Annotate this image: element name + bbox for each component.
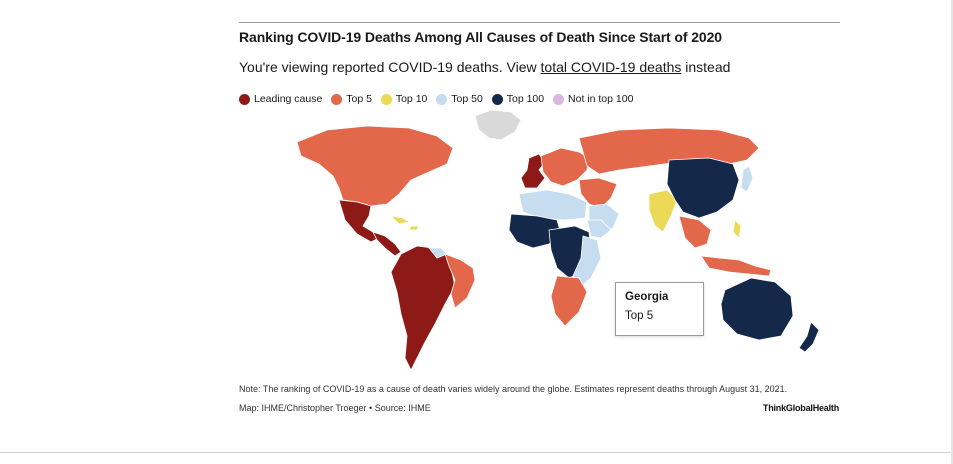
tooltip-country: Georgia bbox=[625, 291, 669, 303]
region-china[interactable] bbox=[666, 157, 740, 219]
region-guianas[interactable] bbox=[428, 247, 448, 259]
country-tooltip: Georgia Top 5 bbox=[615, 282, 704, 336]
region-south-america[interactable] bbox=[390, 245, 456, 371]
legend: Leading cause Top 5 Top 10 Top 50 Top 10… bbox=[239, 92, 639, 106]
legend-label: Top 50 bbox=[451, 93, 483, 105]
legend-item-top50[interactable]: Top 50 bbox=[436, 92, 483, 106]
tooltip-rank: Top 5 bbox=[625, 310, 654, 322]
region-central-europe[interactable] bbox=[540, 147, 590, 187]
legend-swatch bbox=[239, 93, 250, 105]
legend-label: Top 5 bbox=[346, 93, 372, 105]
region-philippines[interactable] bbox=[732, 219, 742, 239]
brand-logo: ThinkGlobalHealth bbox=[762, 403, 839, 413]
region-greenland[interactable] bbox=[474, 109, 522, 141]
region-australia[interactable] bbox=[720, 277, 794, 341]
legend-item-top10[interactable]: Top 10 bbox=[380, 92, 428, 106]
footnote: Note: The ranking of COVID-19 as a cause… bbox=[239, 384, 788, 394]
region-new-zealand[interactable] bbox=[798, 321, 820, 353]
region-west-africa[interactable] bbox=[508, 213, 562, 249]
region-horn-of-africa[interactable] bbox=[586, 219, 612, 239]
region-caribbean[interactable] bbox=[389, 215, 420, 231]
top-rule bbox=[239, 22, 840, 23]
subtitle-prefix: You're viewing reported COVID-19 deaths.… bbox=[239, 59, 537, 75]
map-card: Ranking COVID-19 Deaths Among All Causes… bbox=[239, 0, 841, 440]
chart-title: Ranking COVID-19 Deaths Among All Causes… bbox=[239, 29, 722, 45]
region-east-africa[interactable] bbox=[572, 235, 602, 287]
legend-swatch bbox=[380, 93, 392, 105]
legend-swatch bbox=[331, 93, 343, 105]
region-central-america[interactable] bbox=[372, 231, 402, 257]
legend-swatch bbox=[491, 93, 503, 105]
legend-item-not-top100[interactable]: Not in top 100 bbox=[553, 92, 633, 106]
legend-label: Leading cause bbox=[254, 93, 323, 105]
world-map: Georgia Top 5 bbox=[239, 108, 841, 376]
legend-swatch bbox=[436, 93, 448, 105]
bottom-divider bbox=[0, 452, 953, 453]
legend-item-top5[interactable]: Top 5 bbox=[331, 92, 372, 106]
world-map-svg bbox=[296, 109, 820, 371]
region-southeast-asia[interactable] bbox=[678, 215, 712, 249]
right-edge bbox=[951, 0, 953, 464]
subtitle-suffix: instead bbox=[685, 59, 731, 75]
region-mexico[interactable] bbox=[338, 199, 380, 243]
source-credit: Map: IHME/Christopher Troeger • Source: … bbox=[239, 403, 431, 413]
total-deaths-link[interactable]: total COVID-19 deaths bbox=[540, 59, 682, 75]
legend-item-top100[interactable]: Top 100 bbox=[491, 92, 545, 106]
legend-label: Top 10 bbox=[395, 93, 428, 105]
subtitle: You're viewing reported COVID-19 deaths.… bbox=[239, 59, 730, 75]
legend-item-leading[interactable]: Leading cause bbox=[239, 92, 322, 106]
region-india[interactable] bbox=[648, 189, 678, 233]
region-japan[interactable] bbox=[740, 165, 754, 193]
region-north-america[interactable] bbox=[296, 125, 454, 207]
legend-label: Top 100 bbox=[506, 93, 545, 105]
region-north-africa[interactable] bbox=[518, 189, 588, 221]
region-southern-africa[interactable] bbox=[550, 275, 588, 327]
legend-label: Not in top 100 bbox=[568, 93, 634, 105]
region-middle-east[interactable] bbox=[578, 177, 618, 209]
region-eastern-south-america[interactable] bbox=[444, 253, 476, 309]
legend-swatch bbox=[553, 93, 565, 105]
region-indonesia[interactable] bbox=[700, 255, 772, 277]
